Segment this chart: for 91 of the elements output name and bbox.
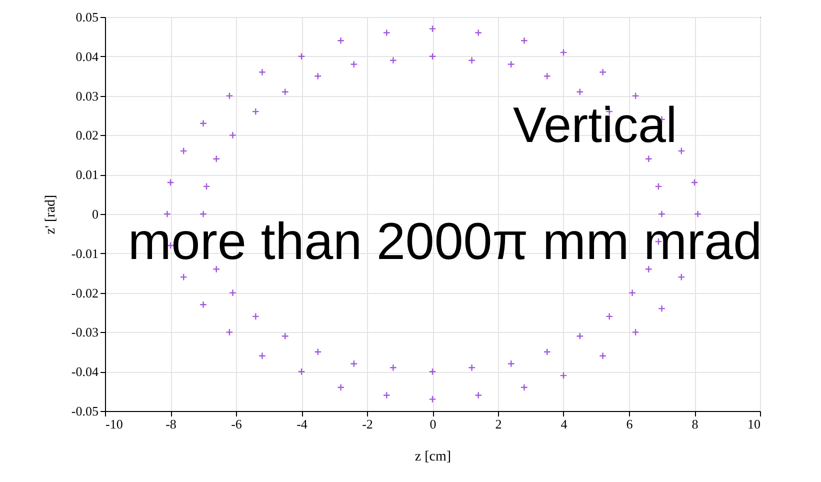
point: [632, 328, 640, 336]
point: [298, 368, 306, 376]
y-tick-label: -0.04: [71, 364, 99, 380]
point: [226, 92, 234, 100]
point: [382, 391, 390, 399]
y-tick-label: -0.05: [71, 404, 98, 418]
point: [599, 352, 607, 360]
y-tick-label: -0.01: [71, 246, 98, 261]
x-tick-label: -6: [231, 416, 242, 432]
point: [389, 364, 397, 372]
point: [560, 372, 568, 380]
annotation: more than 2000π mm mrad: [128, 213, 762, 271]
point: [258, 68, 266, 76]
point: [474, 29, 482, 37]
point: [428, 395, 436, 403]
point: [199, 300, 208, 308]
y-tick-label: 0.03: [76, 88, 98, 104]
point: [678, 147, 686, 155]
point: [628, 289, 636, 297]
point: [180, 147, 188, 155]
point: [576, 88, 584, 96]
point: [350, 60, 358, 68]
point: [599, 68, 607, 76]
point: [389, 56, 397, 64]
point: [644, 265, 652, 273]
x-tick-label: 4: [560, 416, 568, 432]
point: [199, 120, 208, 128]
x-tick-label: 2: [495, 416, 502, 432]
x-tick-label: 10: [748, 416, 760, 432]
point: [382, 29, 390, 37]
point: [337, 36, 345, 44]
point: [314, 72, 322, 80]
point: [258, 352, 266, 360]
point: [474, 391, 482, 399]
point: [507, 60, 515, 68]
point: [606, 312, 614, 320]
point: [350, 360, 358, 368]
x-axis-title: z [cm]: [414, 450, 452, 464]
point: [658, 210, 666, 218]
point: [644, 155, 652, 163]
point: [543, 72, 551, 80]
point: [520, 36, 528, 44]
point: [507, 360, 515, 368]
point: [314, 348, 322, 356]
y-tick-label: -0.02: [71, 285, 98, 300]
point: [166, 178, 174, 186]
y-tick-label: 0.01: [76, 167, 98, 182]
x-tick-label: -10: [106, 416, 123, 432]
point: [281, 88, 289, 96]
point: [468, 364, 476, 372]
y-axis-title: z' [rad]: [43, 194, 58, 234]
point: [632, 92, 640, 100]
point: [468, 56, 476, 64]
x-tick-label: -4: [296, 416, 308, 432]
point: [690, 178, 698, 186]
x-tick-label: -8: [166, 416, 176, 432]
point: [212, 155, 220, 163]
point: [520, 384, 528, 392]
point: [576, 332, 584, 340]
y-tick-label: 0.05: [76, 10, 98, 24]
point: [543, 348, 551, 356]
point: [560, 48, 568, 56]
point: [163, 210, 171, 218]
point: [694, 210, 702, 218]
y-tick-label: -0.03: [71, 324, 98, 340]
point: [252, 108, 260, 116]
point: [428, 52, 436, 60]
point: [226, 328, 234, 336]
point: [228, 131, 236, 139]
x-tick-label: -2: [362, 416, 373, 432]
point: [180, 273, 188, 281]
y-tick-label: 0: [92, 206, 98, 222]
point: [678, 273, 686, 281]
y-tick-label: 0.02: [76, 128, 98, 143]
annotation: Vertical: [513, 97, 677, 153]
point: [337, 384, 345, 392]
y-tick-label: 0.04: [76, 48, 99, 64]
x-tick-label: 0: [430, 416, 436, 432]
x-tick-label: 8: [692, 416, 698, 432]
point: [428, 368, 436, 376]
point: [298, 52, 306, 60]
point: [658, 304, 666, 312]
point: [212, 265, 220, 273]
point: [199, 210, 208, 218]
point: [228, 289, 236, 297]
x-tick-label: 6: [626, 416, 634, 432]
point: [202, 182, 210, 190]
point: [281, 332, 289, 340]
point: [252, 312, 260, 320]
point: [654, 182, 662, 190]
point: [428, 25, 436, 33]
